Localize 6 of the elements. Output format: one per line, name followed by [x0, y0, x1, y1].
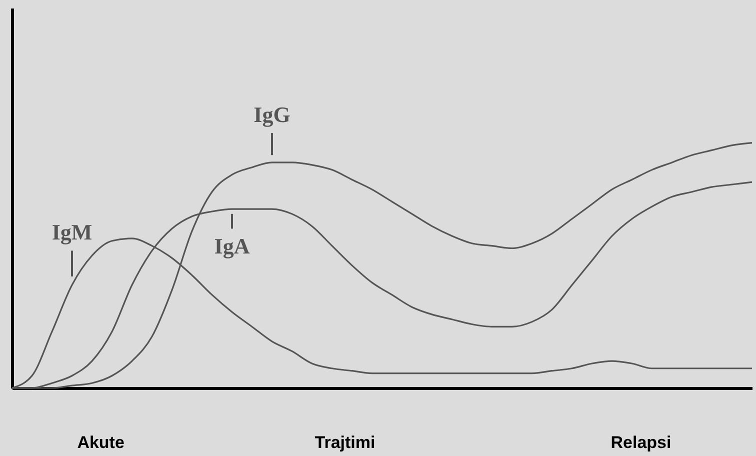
- legend-label: IgA: [214, 234, 250, 259]
- text: Relapsi: [610, 433, 672, 452]
- series-label: IgM: [52, 220, 92, 245]
- series-label: IgG: [254, 102, 290, 128]
- text: Trajtimi: [314, 433, 376, 452]
- text: Akute: [77, 433, 124, 452]
